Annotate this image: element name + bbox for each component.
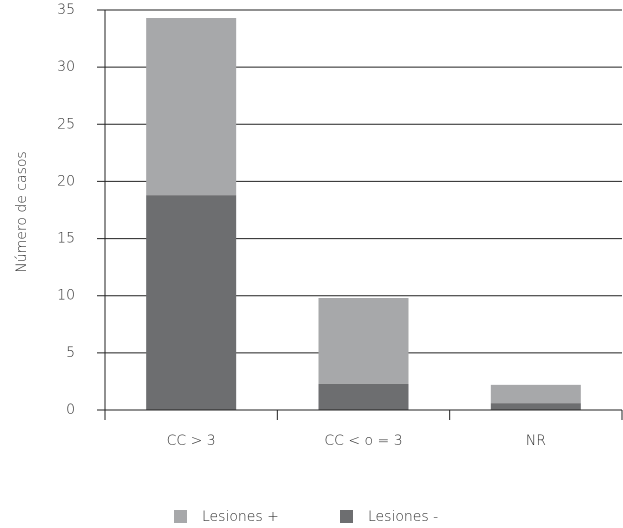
- legend-swatch: [340, 510, 353, 523]
- legend-label: Lesiones +: [202, 509, 279, 525]
- x-tick-label: CC > 3: [167, 433, 216, 449]
- x-tick-label: NR: [526, 433, 546, 449]
- y-tick-label: 30: [57, 59, 75, 75]
- y-axis-label: Número de casos: [14, 151, 30, 272]
- y-tick-label: 0: [66, 402, 75, 418]
- legend-label: Lesiones -: [368, 509, 438, 525]
- bar-segment: [490, 403, 581, 410]
- y-tick-label: 5: [66, 345, 75, 361]
- bar-segment: [146, 18, 237, 196]
- y-tick-label: 15: [57, 231, 75, 247]
- bar-segment: [490, 384, 581, 404]
- y-tick-label: 35: [57, 2, 75, 18]
- x-tick-label: CC < o = 3: [324, 433, 402, 449]
- bar-segment: [146, 195, 237, 410]
- y-tick-label: 10: [57, 288, 75, 304]
- y-tick-label: 20: [57, 173, 75, 189]
- y-tick-label: 25: [57, 116, 75, 132]
- bar-segment: [318, 383, 409, 410]
- legend-swatch: [174, 510, 187, 523]
- bar-segment: [318, 298, 409, 384]
